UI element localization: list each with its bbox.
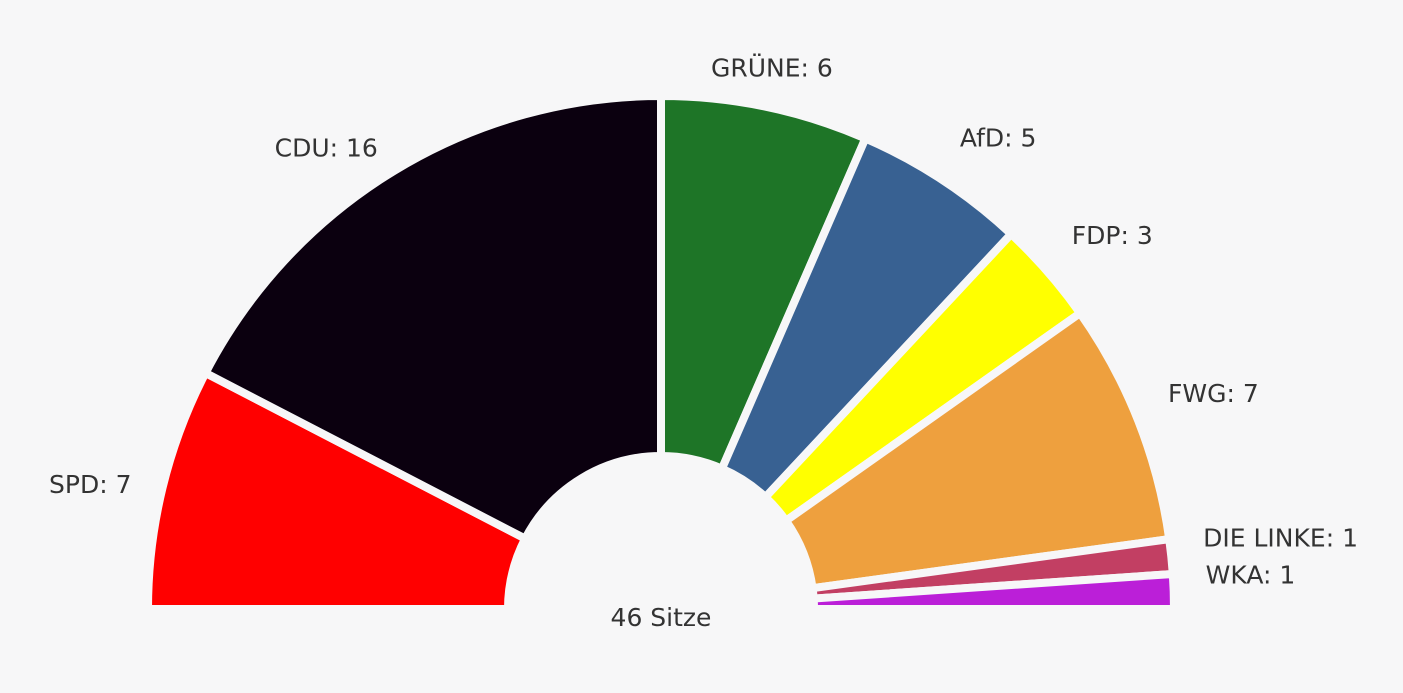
segment-label: WKA: 1: [1206, 560, 1296, 589]
seat-segment: [200, 91, 665, 545]
segment-label: FDP: 3: [1072, 221, 1153, 250]
center-label: 46 Sitze: [611, 603, 712, 632]
segment-label: GRÜNE: 6: [711, 53, 833, 82]
segment-label: AfD: 5: [960, 123, 1037, 152]
seat-segment: [143, 367, 531, 613]
seat-segment: [657, 91, 871, 474]
segment-label: FWG: 7: [1168, 379, 1259, 408]
segment-label: DIE LINKE: 1: [1203, 523, 1358, 552]
segment-label: CDU: 16: [275, 133, 378, 162]
seat-segment: [780, 307, 1174, 593]
seat-segment: [809, 569, 1179, 613]
segment-label: SPD: 7: [49, 470, 131, 499]
